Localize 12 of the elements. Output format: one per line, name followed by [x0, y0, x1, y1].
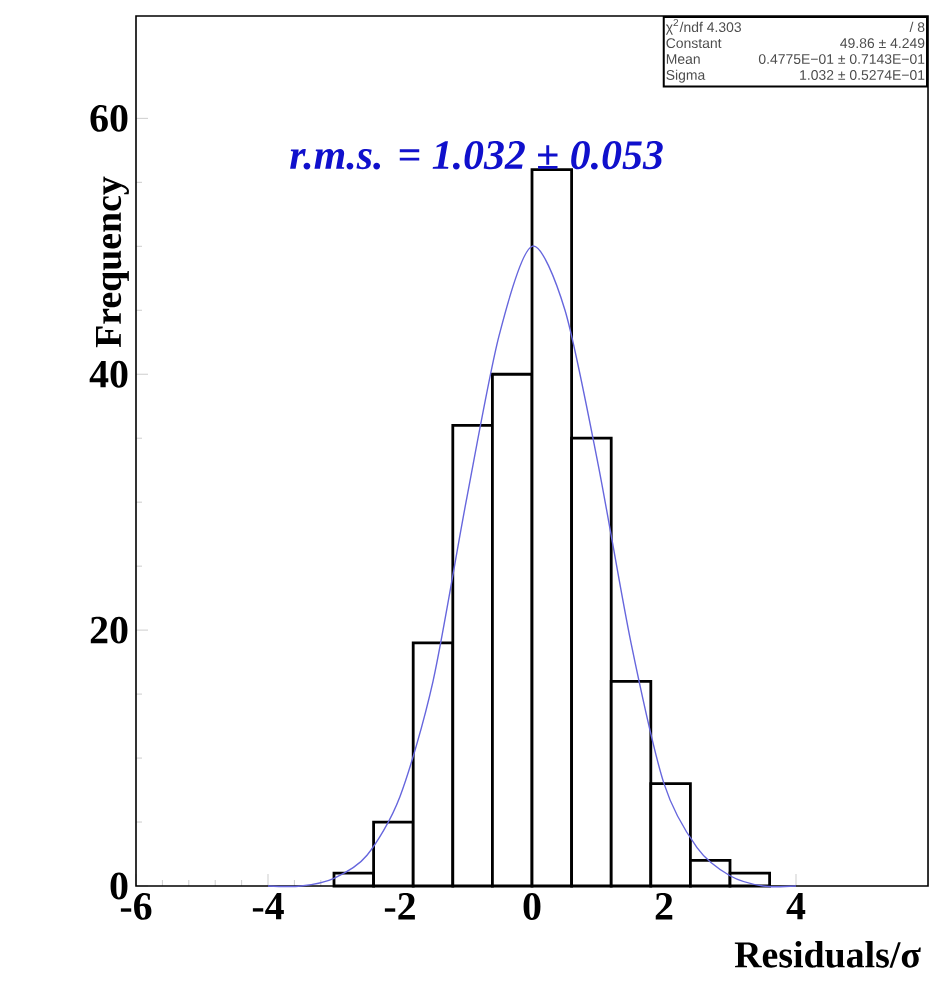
x-tick-label: 2 — [655, 893, 673, 920]
y-tick-label: 20 — [90, 616, 128, 644]
y-axis-title: Frequency — [96, 176, 129, 348]
x-tick-label: -4 — [252, 893, 284, 920]
x-tick-label: 4 — [786, 893, 806, 920]
line-series — [267, 245, 797, 888]
y-tick-label: 60 — [90, 104, 128, 132]
y-tick-label: 40 — [89, 360, 128, 388]
x-tick-label: -2 — [384, 893, 415, 920]
annotation: r.m.s. = 1.032 ± 0.053 — [290, 141, 663, 170]
x-tick-label: 0 — [523, 893, 541, 920]
x-axis-title: Residuals/σ — [734, 941, 921, 968]
